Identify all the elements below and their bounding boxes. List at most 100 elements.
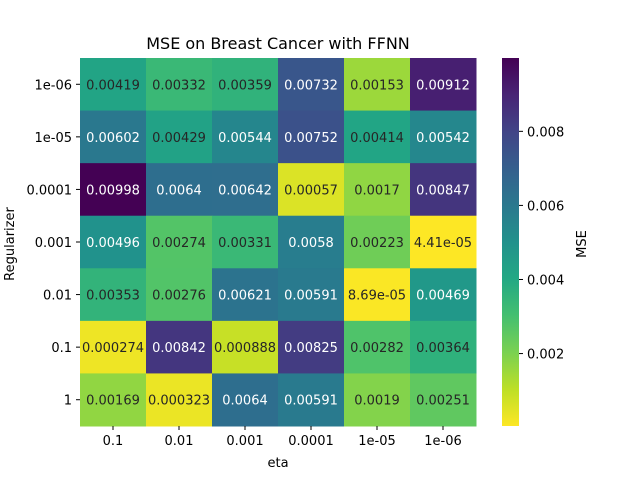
heatmap-cell xyxy=(410,215,477,269)
colorbar: 0.002 0.004 0.006 0.008 xyxy=(502,58,564,426)
cell-value-label: 0.00591 xyxy=(284,394,338,409)
heatmap-cell xyxy=(344,110,411,164)
cell-value-label: 0.00332 xyxy=(152,78,206,93)
cell-value-label: 0.00414 xyxy=(350,131,404,146)
y-tick-label: 0.0001 xyxy=(27,183,73,198)
y-tick-label: 1e-06 xyxy=(34,78,72,93)
heatmap-cell xyxy=(212,163,279,217)
heatmap-cell xyxy=(344,215,411,269)
heatmap-cell xyxy=(212,320,279,374)
cell-value-label: 0.00621 xyxy=(218,289,272,304)
heatmap-cell xyxy=(80,110,147,164)
cell-value-label: 0.00419 xyxy=(86,78,140,93)
cell-value-label: 8.69e-05 xyxy=(348,289,406,304)
cell-value-label: 0.00274 xyxy=(152,236,206,251)
cell-value-label: 0.00842 xyxy=(152,341,206,356)
heatmap-cell xyxy=(80,268,147,322)
colorbar-tick-label: 0.002 xyxy=(527,348,564,363)
x-tick-label: 1e-06 xyxy=(424,434,462,449)
cell-value-label: 0.00331 xyxy=(218,236,272,251)
cell-value-label: 0.00169 xyxy=(86,394,140,409)
cell-value-label: 0.00591 xyxy=(284,289,338,304)
y-tick-label: 1 xyxy=(64,394,72,409)
heatmap-cell xyxy=(410,373,477,427)
cell-value-label: 0.0064 xyxy=(222,394,268,409)
colorbar-tick-label: 0.008 xyxy=(527,125,564,140)
x-tick-label: 0.001 xyxy=(226,434,263,449)
heatmap-cell xyxy=(146,373,213,427)
colorbar-tick-label: 0.004 xyxy=(527,273,564,288)
cell-value-label: 0.00364 xyxy=(416,341,470,356)
heatmap-cell xyxy=(278,320,345,374)
cell-value-label: 0.0064 xyxy=(156,183,202,198)
heatmap-cell xyxy=(344,268,411,322)
cell-value-label: 0.00469 xyxy=(416,289,470,304)
cell-value-label: 0.0058 xyxy=(288,236,334,251)
heatmap-cell xyxy=(212,268,279,322)
heatmap-cell xyxy=(212,58,279,112)
heatmap-cell xyxy=(410,268,477,322)
heatmap-cell xyxy=(146,163,213,217)
heatmap-cell xyxy=(212,373,279,427)
y-tick-label: 0.001 xyxy=(35,236,72,251)
colorbar-label: MSE xyxy=(575,230,590,258)
cell-value-label: 0.000274 xyxy=(82,341,144,356)
heatmap-cells: 0.00419 0.00332 0.00359 0.00732 0.00153 0.009… xyxy=(80,58,477,427)
heatmap-cell xyxy=(146,58,213,112)
x-tick-label: 1e-05 xyxy=(358,434,396,449)
cell-value-label: 0.00602 xyxy=(86,131,140,146)
cell-value-label: 0.00153 xyxy=(350,78,404,93)
heatmap-cell xyxy=(212,110,279,164)
x-axis-ticks: 0.1 0.01 0.001 0.0001 1e-05 1e-06 xyxy=(103,426,462,449)
cell-value-label: 0.00359 xyxy=(218,78,272,93)
heatmap-cell xyxy=(146,320,213,374)
heatmap-cell xyxy=(278,163,345,217)
y-axis-ticks: 1e-06 1e-05 0.0001 0.001 0.01 0.1 1 xyxy=(27,78,80,409)
heatmap-cell xyxy=(80,163,147,217)
chart-title: MSE on Breast Cancer with FFNN xyxy=(146,34,410,53)
heatmap-cell xyxy=(410,163,477,217)
x-tick-label: 0.01 xyxy=(165,434,194,449)
cell-value-label: 0.00732 xyxy=(284,78,338,93)
heatmap-cell xyxy=(278,58,345,112)
heatmap-cell xyxy=(80,373,147,427)
y-tick-label: 0.01 xyxy=(43,289,72,304)
heatmap-cell xyxy=(146,215,213,269)
cell-value-label: 0.00282 xyxy=(350,341,404,356)
x-tick-label: 0.1 xyxy=(103,434,124,449)
heatmap-cell xyxy=(278,110,345,164)
cell-value-label: 0.00496 xyxy=(86,236,140,251)
x-axis-label: eta xyxy=(267,456,288,471)
y-axis-label: Regularizer xyxy=(3,207,18,281)
heatmap-cell xyxy=(410,110,477,164)
heatmap-cell xyxy=(278,268,345,322)
cell-value-label: 0.00847 xyxy=(416,183,470,198)
cell-value-label: 0.0017 xyxy=(354,183,400,198)
cell-value-label: 0.00429 xyxy=(152,131,206,146)
heatmap-cell xyxy=(146,110,213,164)
heatmap-cell xyxy=(278,373,345,427)
heatmap-cell xyxy=(344,58,411,112)
cell-value-label: 0.00544 xyxy=(218,131,272,146)
cell-value-label: 0.000323 xyxy=(148,394,210,409)
cell-value-label: 0.00912 xyxy=(416,78,470,93)
heatmap-cell xyxy=(410,58,477,112)
heatmap-cell xyxy=(212,215,279,269)
heatmap-cell xyxy=(146,268,213,322)
cell-value-label: 0.0019 xyxy=(354,394,400,409)
cell-value-label: 0.00057 xyxy=(284,183,338,198)
cell-value-label: 0.00998 xyxy=(86,183,140,198)
heatmap-cell xyxy=(344,320,411,374)
heatmap-cell xyxy=(278,215,345,269)
cell-value-label: 0.00642 xyxy=(218,183,272,198)
cell-value-label: 0.00353 xyxy=(86,289,140,304)
heatmap-cell xyxy=(80,320,147,374)
y-tick-label: 1e-05 xyxy=(34,131,72,146)
colorbar-tick-label: 0.006 xyxy=(527,199,564,214)
heatmap-cell xyxy=(410,320,477,374)
cell-value-label: 0.00752 xyxy=(284,131,338,146)
heatmap-cell xyxy=(344,373,411,427)
cell-value-label: 0.000888 xyxy=(214,341,276,356)
y-tick-label: 0.1 xyxy=(51,341,72,356)
